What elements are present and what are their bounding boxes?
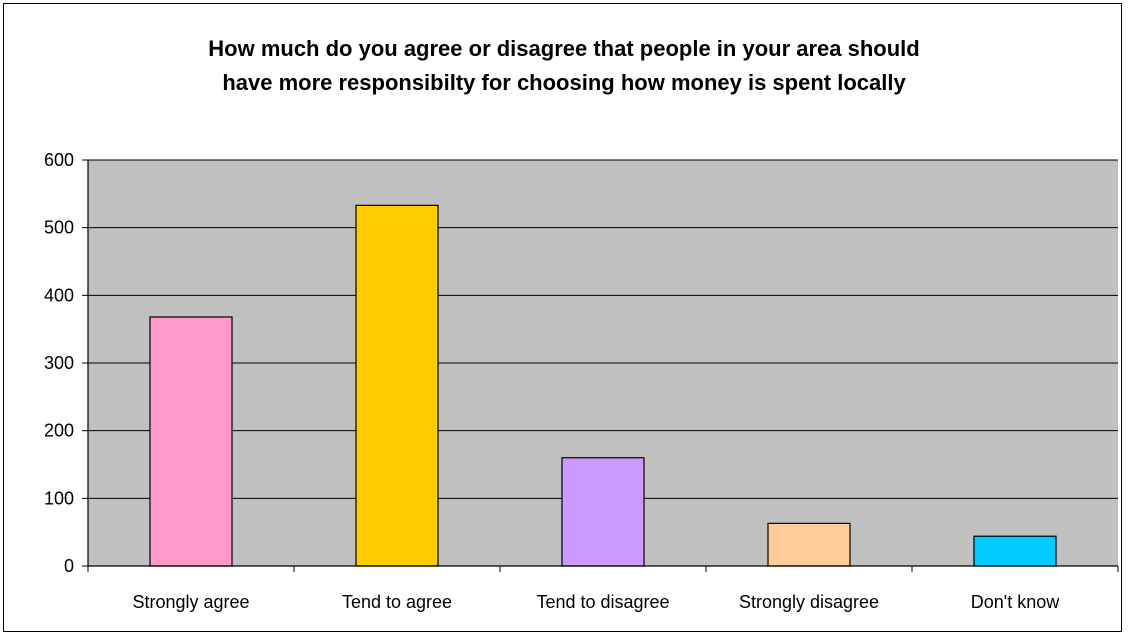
y-tick-label-300: 300	[44, 353, 74, 373]
bar-tend-to-disagree	[561, 457, 645, 567]
x-tick-label-tend-to-agree: Tend to agree	[342, 592, 452, 612]
y-tick-label-200: 200	[44, 421, 74, 441]
y-tick-label-500: 500	[44, 218, 74, 238]
chart-title: How much do you agree or disagree that p…	[0, 32, 1128, 100]
bar-don-t-know	[973, 535, 1057, 567]
y-tick-label-600: 600	[44, 150, 74, 170]
bar-strongly-agree	[149, 316, 233, 567]
y-tick-label-0: 0	[64, 556, 74, 576]
bar-tend-to-agree	[355, 204, 439, 567]
x-tick-label-strongly-agree: Strongly agree	[132, 592, 249, 612]
y-tick-label-400: 400	[44, 285, 74, 305]
bar-strongly-disagree	[767, 522, 851, 567]
x-tick-label-strongly-disagree: Strongly disagree	[739, 592, 879, 612]
y-tick-label-100: 100	[44, 488, 74, 508]
x-tick-label-don-t-know: Don't know	[971, 592, 1060, 612]
x-tick-label-tend-to-disagree: Tend to disagree	[536, 592, 669, 612]
chart-title-line-2: have more responsibilty for choosing how…	[222, 70, 906, 95]
chart-title-line-1: How much do you agree or disagree that p…	[208, 36, 920, 61]
